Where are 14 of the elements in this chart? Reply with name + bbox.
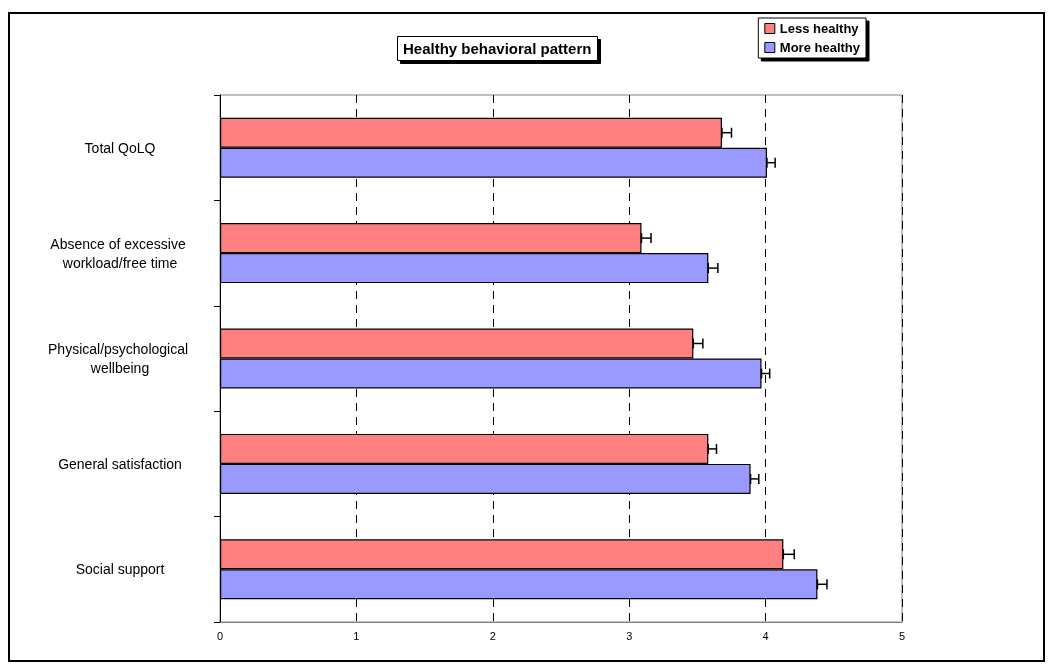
x-tick-label: 1 [353, 629, 360, 642]
legend-label: More healthy [779, 40, 861, 55]
x-tick-label: 0 [216, 629, 224, 642]
chart-title: Healthy behavioral pattern [403, 40, 592, 57]
x-tick-label: 5 [898, 629, 906, 642]
y-tick-label: Social support [75, 561, 165, 578]
x-tick-label: 4 [762, 629, 769, 642]
y-tick-label: Total QoLQ [84, 139, 156, 156]
x-tick-label: 2 [489, 629, 496, 642]
y-tick-label: Absence of excessive workload/free time [50, 235, 190, 271]
legend-label: Less healthy [779, 21, 860, 36]
y-tick-label: Physical/psychological wellbeing [48, 341, 192, 376]
y-tick-label: General satisfaction [58, 455, 182, 472]
x-tick-label: 3 [626, 629, 633, 642]
